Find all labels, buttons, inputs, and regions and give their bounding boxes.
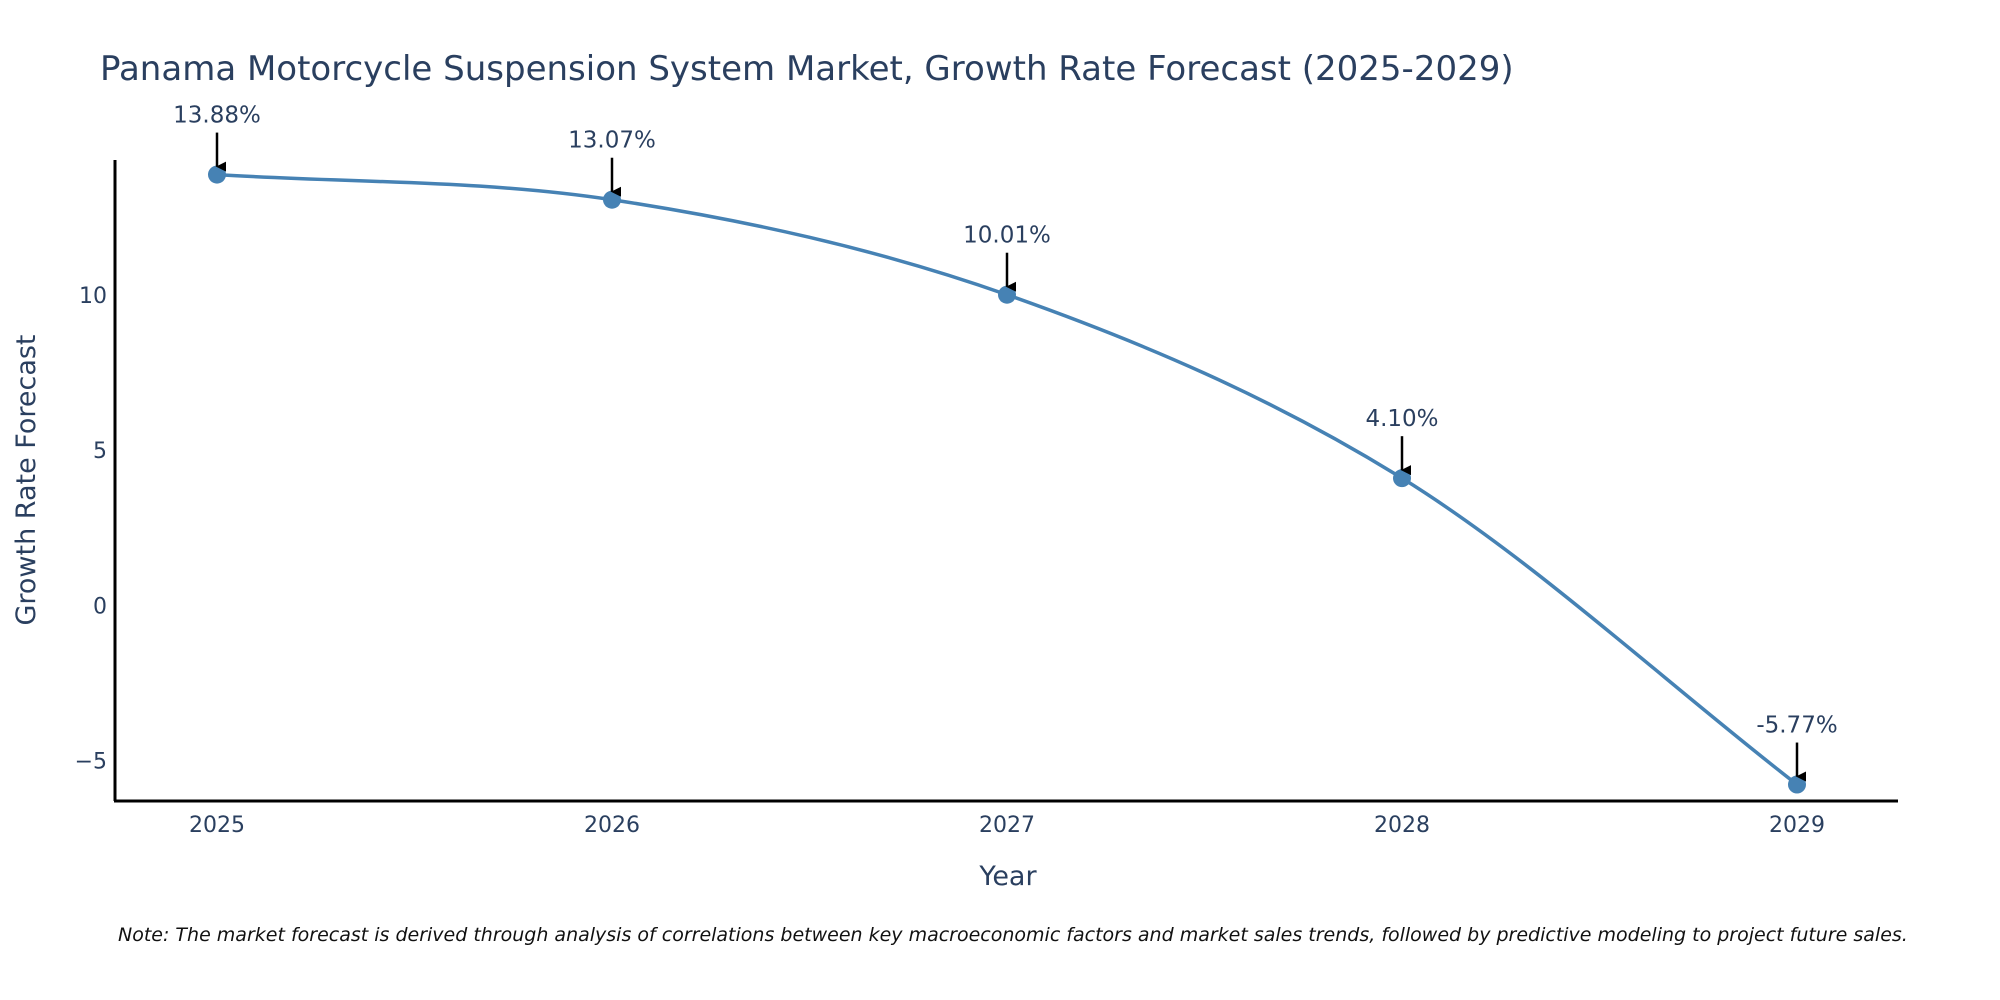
axes [113,160,1898,803]
data-label: 4.10% [1365,406,1438,432]
x-tick-label: 2029 [1769,813,1825,838]
y-tick-labels: −5 0 5 10 [75,284,107,775]
data-point [208,165,226,184]
data-label: 13.07% [568,128,656,154]
x-tick-label: 2026 [584,813,640,838]
data-annotations: 13.88% 13.07% 10.01% 4.10% -5.77% [173,103,1838,782]
y-tick-label: 10 [79,284,107,309]
series-line [216,172,1799,786]
x-tick-labels: 2025 2026 2027 2028 2029 [189,813,1825,838]
x-tick-label: 2025 [189,813,245,838]
y-tick-label: 0 [93,594,107,619]
data-point [603,190,621,209]
x-axis-title: Year [978,861,1037,892]
data-point [998,285,1016,304]
y-tick-label: 5 [93,439,107,464]
footnote: Note: The market forecast is derived thr… [118,924,1908,946]
x-tick-label: 2027 [979,813,1035,838]
data-label: -5.77% [1756,713,1837,739]
data-label: 10.01% [963,223,1051,249]
y-tick-label: −5 [75,750,107,775]
x-tick-label: 2028 [1374,813,1430,838]
data-point [1393,469,1411,488]
chart-title: Panama Motorcycle Suspension System Mark… [100,49,1514,89]
y-axis-title: Growth Rate Forecast [11,334,42,625]
data-point [1788,775,1806,794]
data-label: 13.88% [173,103,261,129]
